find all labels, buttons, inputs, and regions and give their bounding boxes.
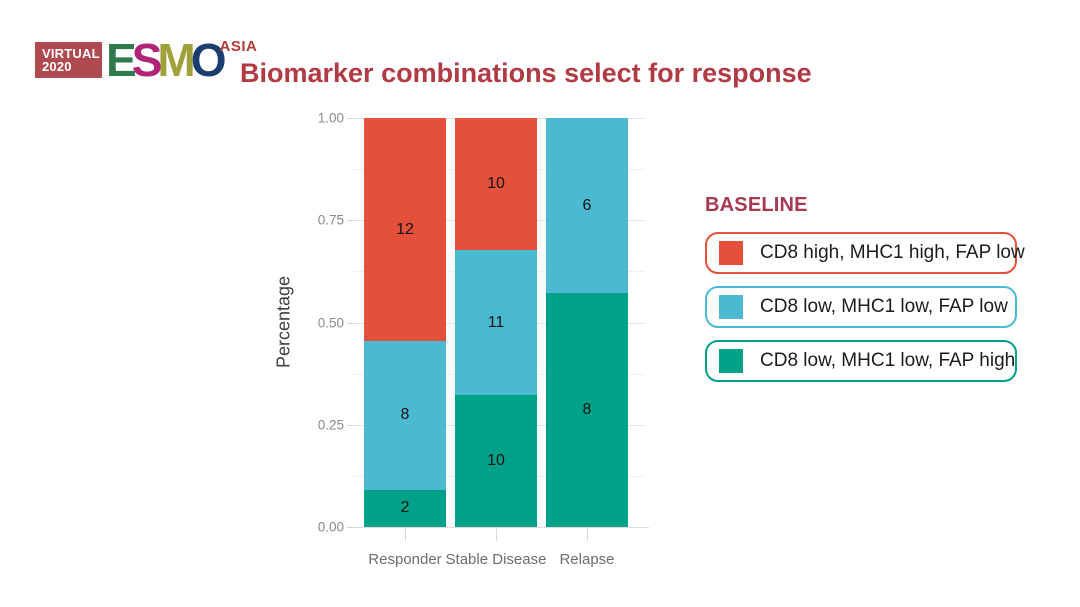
badge-line1: VIRTUAL [42, 46, 100, 61]
x-tick-mark [587, 528, 588, 541]
bar-segment: 12 [364, 118, 446, 342]
page-title: Biomarker combinations select for respon… [240, 58, 812, 89]
y-axis-title: Percentage [273, 275, 294, 369]
bar-segment-count-label: 8 [582, 401, 592, 419]
plot-panel: 2 8 12 10 11 10 8 6 [354, 118, 645, 527]
y-tick-label: 1.00 [317, 110, 344, 126]
bar-segment-count-label: 6 [582, 196, 592, 214]
bar-segment: 8 [364, 341, 446, 490]
badge-line2: 2020 [42, 59, 72, 74]
bar-segment: 11 [455, 249, 537, 396]
logo-letter-m: M [157, 34, 195, 86]
y-tick-label: 0.25 [317, 417, 344, 433]
legend-title: BASELINE [705, 194, 808, 216]
bar-segment: 2 [364, 489, 446, 527]
legend-item-cd8-low-mhc1-low-fap-high: CD8 low, MHC1 low, FAP high [705, 340, 1017, 382]
legend-item-cd8-high-mhc1-high-fap-low: CD8 high, MHC1 high, FAP low [705, 232, 1025, 274]
bar-segment-count-label: 10 [487, 452, 505, 470]
bar-segment-count-label: 12 [396, 220, 414, 238]
x-axis-line [354, 527, 649, 528]
virtual-2020-badge: VIRTUAL 2020 [35, 42, 102, 78]
logo-letter-s: S [131, 34, 163, 86]
green-swatch-icon [719, 349, 743, 373]
x-category-label: Responder [368, 551, 442, 568]
red-swatch-icon [719, 241, 743, 265]
y-tick-mark [347, 118, 354, 119]
legend-item-cd8-low-mhc1-low-fap-low: CD8 low, MHC1 low, FAP low [705, 286, 1017, 328]
y-tick-mark [347, 424, 354, 426]
logo-letter-o: O [190, 34, 227, 86]
logo-letter-e: E [106, 34, 137, 86]
y-tick-mark [347, 220, 354, 222]
y-tick-label: 0.50 [317, 315, 344, 330]
blue-swatch-icon [719, 295, 743, 319]
x-tick-mark [405, 528, 406, 541]
bar-segment: 10 [455, 395, 537, 527]
legend: BASELINE CD8 high, MHC1 high, FAP low CD… [705, 194, 1025, 394]
bar-segment-count-label: 10 [487, 174, 505, 192]
y-tick-label: 0.75 [317, 212, 344, 228]
legend-item-label: CD8 high, MHC1 high, FAP low [760, 242, 1025, 263]
bar-segment-count-label: 11 [487, 313, 505, 331]
legend-item-label: CD8 low, MHC1 low, FAP high [760, 350, 1016, 371]
x-category-label: Relapse [559, 551, 615, 568]
asia-label: ASIA [219, 38, 258, 55]
x-category-label: Stable Disease [445, 551, 547, 568]
bar-segment-count-label: 8 [400, 406, 410, 424]
esmo-wordmark: E S M O [106, 34, 227, 86]
x-tick-mark [496, 528, 497, 541]
bar-segment: 10 [455, 118, 537, 250]
y-tick-mark [347, 527, 354, 528]
bar-segment: 8 [546, 293, 628, 527]
bar-segment-count-label: 2 [400, 499, 410, 517]
y-tick-mark [347, 322, 354, 324]
esmo-asia-2020-logo: VIRTUAL 2020 E S M O ASIA [35, 37, 258, 83]
legend-item-label: CD8 low, MHC1 low, FAP low [760, 296, 1008, 317]
y-tick-label: 0.00 [317, 519, 344, 535]
bar-segment: 6 [546, 118, 628, 294]
